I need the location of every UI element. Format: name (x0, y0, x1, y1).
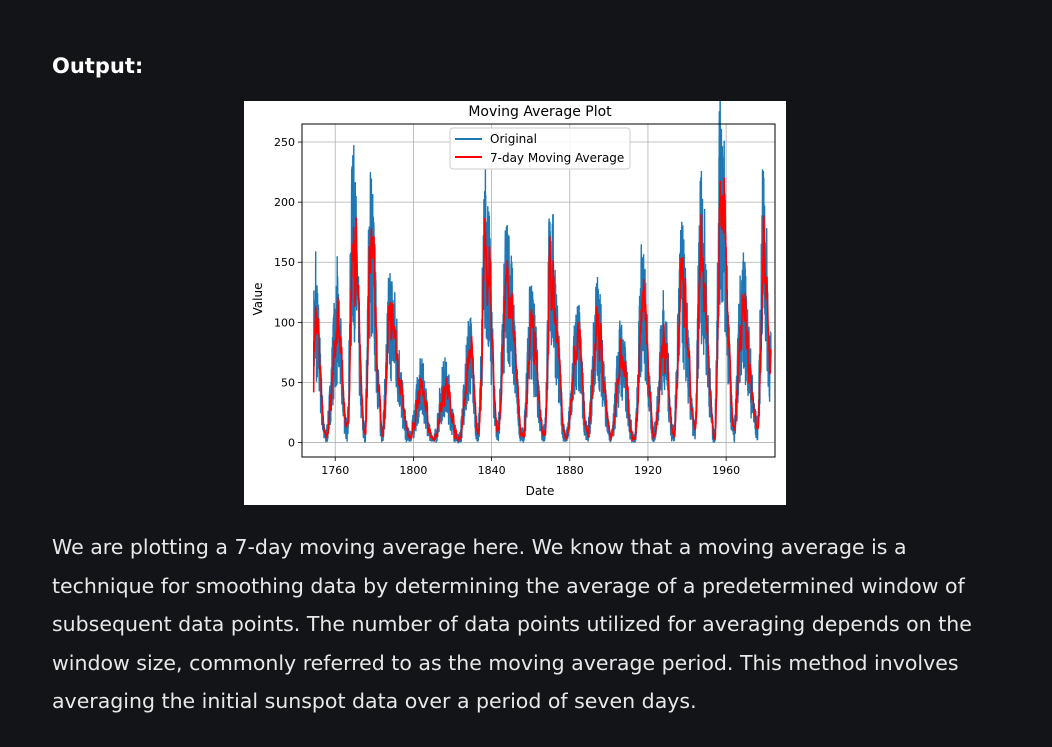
y-tick-label: 50 (281, 376, 295, 389)
y-tick-label: 0 (288, 437, 295, 450)
y-tick-label: 200 (274, 196, 295, 209)
chart-title: Moving Average Plot (468, 104, 612, 120)
plot-frame (301, 123, 776, 458)
x-tick-label: 1840 (478, 464, 506, 477)
chart-canvas: 1760 1800 1840 1880 1920 1960050100150200250 … (251, 101, 776, 498)
x-tick-label: 1960 (712, 464, 740, 477)
series-layer (312, 101, 772, 445)
x-tick-label: 1880 (556, 464, 584, 477)
x-axis-label: Date (526, 484, 555, 498)
moving-average-chart: 1760 1800 1840 1880 1920 1960 0 50 100 150 200 250 … (244, 101, 786, 505)
axis-ticks: 1760 1800 1840 1880 1920 1960 0 50 100 150 200 250 (274, 136, 740, 477)
x-tick-label: 1800 (399, 464, 427, 477)
chart-legend: Original 7-day Moving Average (449, 127, 631, 170)
y-tick-label: 250 (274, 136, 295, 149)
output-heading: Output: (52, 54, 144, 78)
legend-label-moving-average: 7-day Moving Average (490, 151, 624, 165)
legend-box (449, 127, 631, 170)
legend-label-original: Original (490, 132, 537, 146)
x-tick-label: 1920 (634, 464, 662, 477)
y-axis-label: Value (251, 283, 265, 316)
explanation-paragraph: We are plotting a 7-day moving average h… (52, 535, 972, 713)
y-tick-label: 150 (274, 256, 295, 269)
y-tick-label: 100 (274, 316, 295, 329)
x-tick-label: 1760 (321, 464, 349, 477)
moving-average-series-line (312, 177, 772, 442)
